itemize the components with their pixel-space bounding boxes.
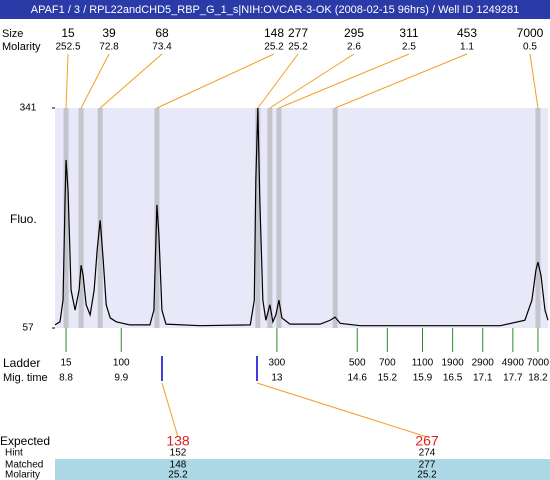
peak-band — [267, 108, 273, 328]
peak-size: 453 — [457, 26, 477, 40]
molarity-value: 25.2 — [417, 470, 437, 480]
peak-molarity: 1.1 — [460, 42, 474, 53]
peak-molarity: 25.2 — [264, 42, 284, 53]
peak-band — [63, 108, 69, 328]
ladder-time: 9.9 — [114, 373, 128, 384]
hint-value: 152 — [170, 448, 187, 459]
matched-band — [55, 459, 550, 480]
plot-area — [55, 108, 548, 328]
ladder-time: 18.2 — [528, 373, 548, 384]
matched-value: 148 — [170, 460, 187, 471]
peak-size: 295 — [344, 26, 364, 40]
peak-molarity: 73.4 — [152, 42, 172, 53]
peak-size: 15 — [61, 26, 75, 40]
matched-label: Matched — [5, 460, 43, 471]
ladder-size: 4900 — [502, 358, 525, 369]
connector — [269, 53, 355, 109]
ladder-size: 700 — [379, 358, 396, 369]
peak-molarity: 25.2 — [288, 42, 308, 53]
ladder-label: Ladder — [3, 356, 40, 370]
connector — [65, 53, 69, 109]
y-tick-label: 341 — [20, 103, 37, 114]
connector — [256, 382, 428, 438]
mig-time-label: Mig. time — [3, 372, 48, 384]
expected-label: Expected — [0, 434, 50, 448]
hint-value: 274 — [419, 448, 436, 459]
ladder-size: 300 — [269, 358, 286, 369]
ladder-time: 17.1 — [473, 373, 493, 384]
molarity-label: Molarity — [2, 41, 41, 53]
ladder-time: 16.5 — [443, 373, 463, 384]
connector — [99, 53, 163, 109]
peak-size: 39 — [102, 26, 116, 40]
ladder-time: 15.9 — [413, 373, 433, 384]
peak-molarity: 2.6 — [347, 42, 361, 53]
connector — [80, 53, 110, 109]
peak-molarity: 252.5 — [55, 42, 80, 53]
expected-value: 267 — [415, 433, 439, 449]
ladder-size: 15 — [60, 358, 72, 369]
peak-band — [332, 108, 338, 328]
molarity-row-label: Molarity — [5, 470, 40, 480]
ladder-time: 8.8 — [59, 373, 73, 384]
peak-band — [535, 108, 541, 328]
y-tick-label: 57 — [22, 323, 34, 334]
size-label: Size — [2, 28, 23, 40]
connector — [257, 53, 299, 109]
peak-size: 68 — [155, 26, 169, 40]
peak-size: 148 — [264, 26, 284, 40]
trace — [54, 107, 549, 327]
title: APAF1 / 3 / RPL22andCHD5_RBP_G_1_s|NIH:O… — [31, 4, 520, 16]
y-axis-label: Fluo. — [10, 212, 37, 226]
ladder-time: 13 — [271, 373, 283, 384]
molarity-value: 25.2 — [168, 470, 188, 480]
ladder-size: 100 — [113, 358, 130, 369]
ladder-size: 1900 — [441, 358, 464, 369]
peak-size: 311 — [399, 26, 418, 40]
connector — [529, 53, 539, 109]
connector — [156, 53, 275, 109]
title-bar — [0, 0, 550, 19]
matched-value: 277 — [419, 460, 436, 471]
ladder-size: 7000 — [527, 358, 550, 369]
peak-molarity: 72.8 — [99, 42, 119, 53]
ladder-size: 500 — [349, 358, 366, 369]
hint-label: Hint — [5, 448, 23, 459]
peak-band — [255, 108, 261, 328]
ladder-size: 1100 — [412, 358, 434, 369]
ladder-time: 17.7 — [503, 373, 523, 384]
expected-value: 138 — [166, 433, 190, 449]
peak-size: 277 — [288, 26, 308, 40]
connector — [161, 382, 179, 438]
connector — [334, 53, 468, 109]
peak-molarity: 0.5 — [523, 42, 537, 53]
peak-band — [97, 108, 103, 328]
ladder-size: 2900 — [472, 358, 495, 369]
connector — [278, 53, 410, 109]
peak-band — [78, 108, 84, 328]
peak-size: 7000 — [517, 26, 544, 40]
ladder-time: 14.6 — [347, 373, 367, 384]
ladder-time: 15.2 — [378, 373, 398, 384]
peak-molarity: 2.5 — [402, 42, 416, 53]
peak-band — [276, 108, 282, 328]
